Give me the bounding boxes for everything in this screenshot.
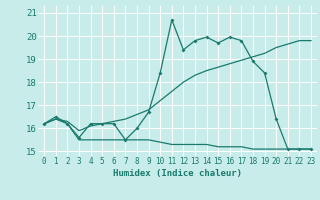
X-axis label: Humidex (Indice chaleur): Humidex (Indice chaleur) [113, 169, 242, 178]
